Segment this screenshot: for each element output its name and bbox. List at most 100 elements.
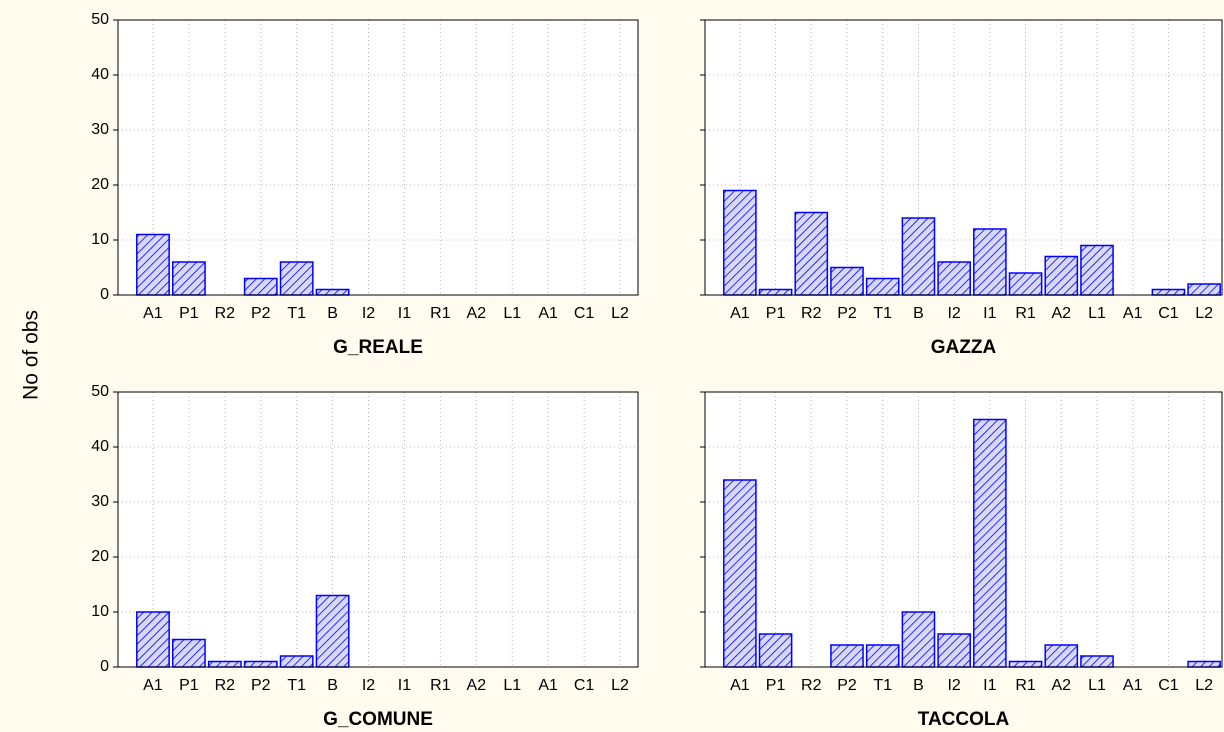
bar bbox=[279, 655, 314, 668]
y-axis-label: No of obs bbox=[20, 310, 43, 400]
bar bbox=[1008, 272, 1043, 296]
x-tick-label: A1 bbox=[538, 305, 558, 322]
x-tick-label: I1 bbox=[983, 677, 996, 694]
bar bbox=[1080, 655, 1114, 668]
bar bbox=[723, 479, 757, 668]
bar bbox=[758, 633, 793, 668]
y-tick-label: 0 bbox=[100, 286, 109, 303]
panel: 0 10 20 30 40 50 A1 P1 R2 P2 T1 B I2 I1 R1 A2 L1 A1 C1 L2 G_… bbox=[91, 11, 639, 358]
bar bbox=[207, 660, 242, 668]
y-tick-label: 20 bbox=[91, 176, 109, 193]
x-tick-label: I1 bbox=[398, 677, 411, 694]
bar bbox=[1044, 644, 1079, 668]
bar bbox=[830, 644, 864, 668]
bar bbox=[136, 233, 170, 296]
chart-title: G_COMUNE bbox=[323, 709, 433, 730]
bar bbox=[1151, 288, 1186, 296]
x-tick-label: A2 bbox=[467, 677, 487, 694]
bar bbox=[901, 611, 936, 668]
x-tick-label: R1 bbox=[1015, 305, 1036, 322]
x-tick-label: A2 bbox=[1051, 305, 1071, 322]
bar bbox=[937, 633, 971, 668]
plot-frame bbox=[117, 391, 639, 668]
x-tick-label: A1 bbox=[143, 305, 163, 322]
x-tick-label: P2 bbox=[837, 677, 857, 694]
y-tick-label: 30 bbox=[91, 493, 109, 510]
bar bbox=[758, 288, 793, 296]
bar bbox=[1044, 255, 1079, 296]
x-tick-label: L2 bbox=[1195, 305, 1213, 322]
bar bbox=[973, 418, 1007, 668]
x-tick-label: P1 bbox=[179, 677, 199, 694]
x-tick-label: A1 bbox=[1123, 677, 1143, 694]
x-tick-label: R1 bbox=[430, 305, 451, 322]
x-tick-label: L1 bbox=[1088, 677, 1106, 694]
x-tick-label: T1 bbox=[873, 305, 892, 322]
bar bbox=[865, 644, 900, 668]
x-tick-label: I2 bbox=[362, 677, 375, 694]
x-tick-label: L1 bbox=[1088, 305, 1106, 322]
x-tick-label: I2 bbox=[947, 677, 960, 694]
x-tick-label: A1 bbox=[730, 305, 750, 322]
x-tick-label: B bbox=[913, 677, 924, 694]
bar bbox=[1008, 660, 1043, 668]
x-tick-label: L1 bbox=[503, 305, 521, 322]
plot-area bbox=[118, 392, 638, 667]
x-tick-label: A2 bbox=[1051, 677, 1071, 694]
y-tick-label: 40 bbox=[91, 66, 109, 83]
x-tick-label: I1 bbox=[983, 305, 996, 322]
chart-title: TACCOLA bbox=[918, 709, 1010, 730]
bar bbox=[315, 594, 350, 668]
x-tick-label: P1 bbox=[766, 677, 786, 694]
bar bbox=[171, 638, 206, 668]
y-tick-label: 20 bbox=[91, 548, 109, 565]
plot-frame bbox=[704, 391, 1223, 668]
plot-area bbox=[118, 20, 638, 295]
x-tick-label: R2 bbox=[801, 677, 822, 694]
x-tick-label: P2 bbox=[837, 305, 857, 322]
bar bbox=[315, 288, 350, 296]
x-tick-label: B bbox=[913, 305, 924, 322]
bar bbox=[901, 217, 936, 296]
x-tick-label: A1 bbox=[730, 677, 750, 694]
x-tick-label: P2 bbox=[251, 677, 271, 694]
panel: A1 P1 R2 P2 T1 B I2 I1 R1 A2 L1 A1 C1 L2 TACCOLA bbox=[700, 391, 1223, 730]
y-tick-label: 50 bbox=[91, 11, 109, 28]
x-tick-label: I2 bbox=[947, 305, 960, 322]
panel: A1 P1 R2 P2 T1 B I2 I1 R1 A2 L1 A1 C1 L2 GAZZA bbox=[700, 19, 1223, 358]
plot-frame bbox=[704, 19, 1223, 296]
bar bbox=[937, 261, 971, 296]
x-tick-label: R1 bbox=[430, 677, 451, 694]
x-tick-label: R2 bbox=[801, 305, 822, 322]
x-tick-label: A2 bbox=[467, 305, 487, 322]
panel: 0 10 20 30 40 50 A1 P1 R2 P2 T1 B I2 I1 R1 A2 L1 A1 C1 L2 G_… bbox=[91, 383, 639, 730]
x-tick-label: B bbox=[327, 677, 338, 694]
x-tick-label: C1 bbox=[574, 305, 595, 322]
y-tick-label: 10 bbox=[91, 603, 109, 620]
plot-frame bbox=[117, 19, 639, 296]
x-tick-label: A1 bbox=[538, 677, 558, 694]
bar bbox=[723, 189, 757, 296]
bar bbox=[279, 261, 314, 296]
bar bbox=[830, 266, 864, 296]
x-tick-label: P1 bbox=[179, 305, 199, 322]
y-tick-label: 0 bbox=[100, 658, 109, 675]
plot-area bbox=[705, 392, 1222, 667]
x-tick-label: R1 bbox=[1015, 677, 1036, 694]
chart-title: G_REALE bbox=[333, 337, 423, 358]
y-tick-label: 30 bbox=[91, 121, 109, 138]
x-tick-label: C1 bbox=[574, 677, 595, 694]
x-tick-label: P1 bbox=[766, 305, 786, 322]
bar bbox=[243, 660, 278, 668]
x-tick-label: R2 bbox=[215, 305, 236, 322]
y-tick-label: 10 bbox=[91, 231, 109, 248]
bar bbox=[1080, 244, 1114, 296]
x-tick-label: I2 bbox=[362, 305, 375, 322]
bar bbox=[973, 228, 1007, 296]
x-tick-label: B bbox=[327, 305, 338, 322]
x-tick-label: L1 bbox=[503, 677, 521, 694]
x-tick-label: L2 bbox=[611, 677, 629, 694]
y-tick-label: 40 bbox=[91, 438, 109, 455]
bar bbox=[136, 611, 170, 668]
